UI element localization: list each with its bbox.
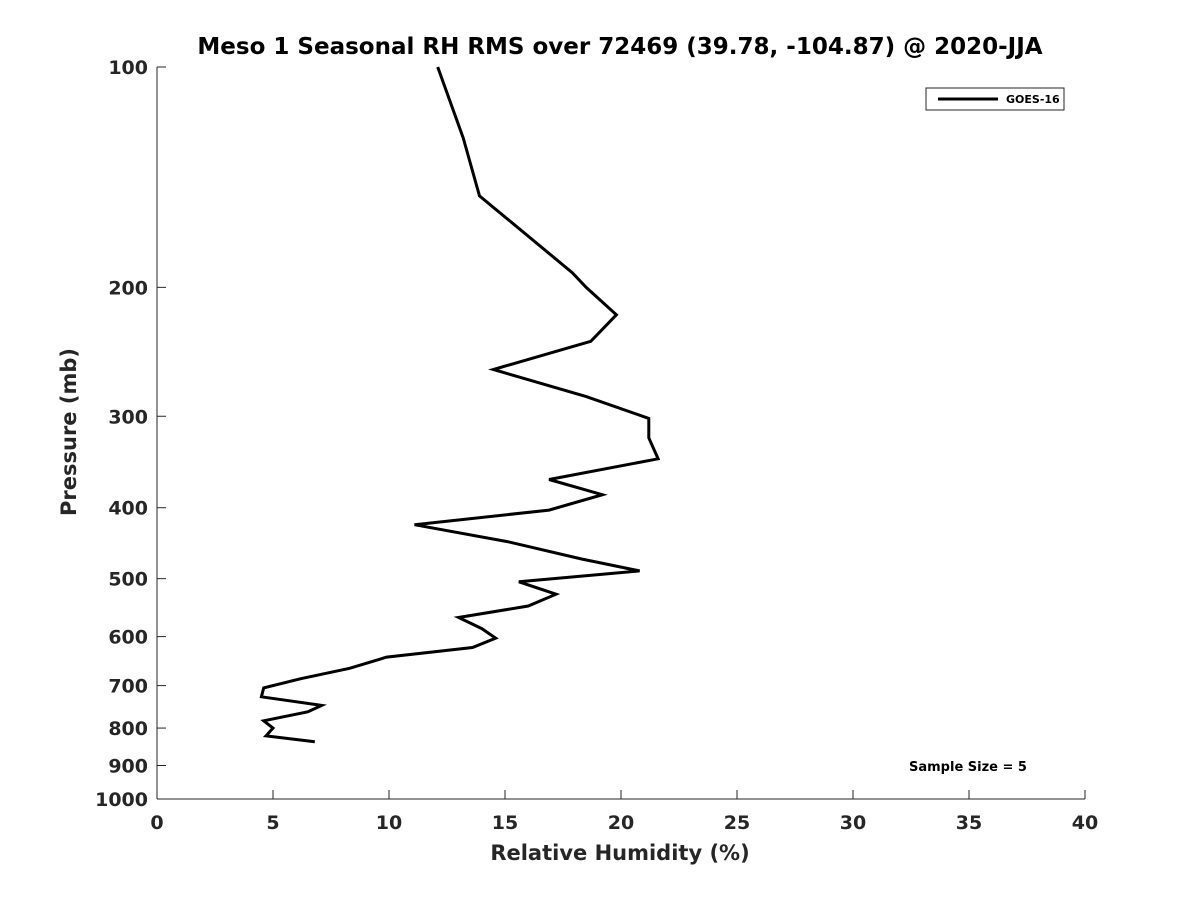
x-tick-label: 0	[150, 812, 163, 834]
y-tick-label: 800	[108, 718, 148, 740]
y-tick-label: 700	[108, 676, 148, 698]
x-tick-label: 25	[724, 812, 750, 834]
y-tick-label: 100	[108, 57, 148, 79]
y-tick-label: 500	[108, 569, 148, 591]
x-tick-label: 40	[1072, 812, 1098, 834]
series-line-goes-16	[259, 66, 661, 744]
x-tick-label: 10	[376, 812, 402, 834]
x-tick-label: 5	[266, 812, 279, 834]
y-tick-label: 900	[108, 756, 148, 778]
sample-size-annotation: Sample Size = 5	[909, 760, 1027, 775]
y-axis-label: Pressure (mb)	[57, 348, 81, 516]
chart-title: Meso 1 Seasonal RH RMS over 72469 (39.78…	[197, 34, 1042, 60]
y-tick-label: 200	[108, 277, 148, 299]
y-tick-label: 600	[108, 627, 148, 649]
axes: 0 5 10 15 20 25 30 35 40 100 200 300 400 500 600 700 800…	[95, 57, 1098, 834]
legend-entry-label: GOES-16	[1006, 93, 1060, 106]
y-tick-label: 400	[108, 498, 148, 520]
legend: GOES-16	[925, 87, 1065, 111]
y-tick-label: 1000	[95, 789, 148, 811]
x-tick-label: 20	[608, 812, 634, 834]
x-axis-label: Relative Humidity (%)	[490, 841, 749, 865]
x-tick-label: 15	[492, 812, 518, 834]
x-tick-label: 35	[956, 812, 982, 834]
x-tick-label: 30	[840, 812, 866, 834]
y-tick-label: 300	[108, 406, 148, 428]
series-layer	[259, 66, 661, 744]
